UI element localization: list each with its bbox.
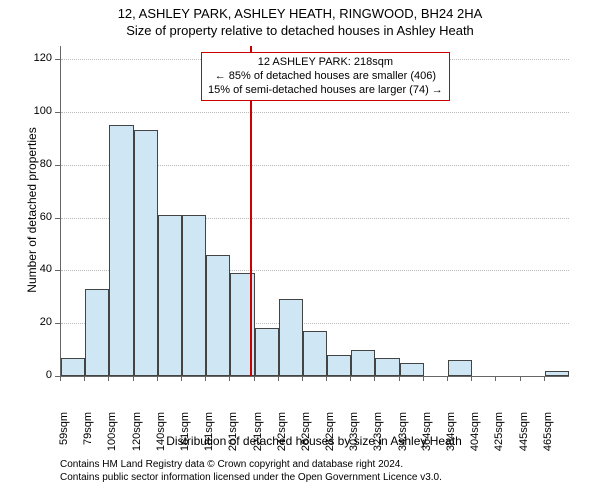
- chart-title-line1: 12, ASHLEY PARK, ASHLEY HEATH, RINGWOOD,…: [0, 6, 600, 21]
- x-tick-mark: [471, 376, 472, 381]
- x-tick-mark: [133, 376, 134, 381]
- x-tick-label: 120sqm: [131, 412, 143, 462]
- y-tick-label: 0: [22, 369, 52, 381]
- x-tick-mark: [278, 376, 279, 381]
- y-tick-label: 60: [22, 211, 52, 223]
- x-tick-label: 181sqm: [203, 412, 215, 462]
- histogram-bar: [351, 350, 375, 376]
- histogram-bar: [182, 215, 206, 376]
- y-tick-mark: [55, 165, 60, 166]
- chart-container: 12, ASHLEY PARK, ASHLEY HEATH, RINGWOOD,…: [0, 0, 600, 500]
- x-tick-label: 242sqm: [276, 412, 288, 462]
- chart-title-line2: Size of property relative to detached ho…: [0, 23, 600, 38]
- x-tick-label: 364sqm: [421, 412, 433, 462]
- x-tick-label: 445sqm: [518, 412, 530, 462]
- y-tick-mark: [55, 112, 60, 113]
- y-tick-mark: [55, 323, 60, 324]
- x-tick-mark: [544, 376, 545, 381]
- histogram-bar: [279, 299, 303, 376]
- histogram-bar: [400, 363, 424, 376]
- x-tick-label: 465sqm: [542, 412, 554, 462]
- x-tick-mark: [350, 376, 351, 381]
- histogram-bar: [61, 358, 85, 376]
- histogram-bar: [85, 289, 109, 376]
- histogram-bar: [545, 371, 569, 376]
- x-tick-label: 201sqm: [227, 412, 239, 462]
- y-tick-label: 20: [22, 316, 52, 328]
- x-tick-mark: [520, 376, 521, 381]
- grid-line: [61, 112, 569, 113]
- x-tick-label: 343sqm: [397, 412, 409, 462]
- x-tick-mark: [181, 376, 182, 381]
- x-tick-label: 79sqm: [82, 412, 94, 462]
- x-tick-label: 303sqm: [348, 412, 360, 462]
- histogram-bar: [109, 125, 133, 376]
- x-tick-mark: [254, 376, 255, 381]
- x-tick-mark: [399, 376, 400, 381]
- annotation-box: 12 ASHLEY PARK: 218sqm← 85% of detached …: [201, 52, 450, 101]
- histogram-bar: [303, 331, 327, 376]
- x-tick-mark: [326, 376, 327, 381]
- plot-area: 12 ASHLEY PARK: 218sqm← 85% of detached …: [60, 46, 569, 377]
- x-tick-label: 161sqm: [179, 412, 191, 462]
- x-tick-mark: [423, 376, 424, 381]
- x-tick-mark: [84, 376, 85, 381]
- x-tick-label: 59sqm: [58, 412, 70, 462]
- x-tick-mark: [205, 376, 206, 381]
- annotation-line: 12 ASHLEY PARK: 218sqm: [208, 56, 443, 70]
- x-tick-label: 425sqm: [493, 412, 505, 462]
- x-tick-mark: [447, 376, 448, 381]
- histogram-bar: [206, 255, 230, 376]
- x-tick-mark: [108, 376, 109, 381]
- x-tick-label: 282sqm: [324, 412, 336, 462]
- x-tick-label: 323sqm: [372, 412, 384, 462]
- x-tick-label: 100sqm: [106, 412, 118, 462]
- x-tick-mark: [229, 376, 230, 381]
- x-tick-label: 404sqm: [469, 412, 481, 462]
- y-tick-label: 80: [22, 158, 52, 170]
- x-tick-mark: [374, 376, 375, 381]
- y-tick-mark: [55, 218, 60, 219]
- y-tick-label: 100: [22, 105, 52, 117]
- annotation-line: 15% of semi-detached houses are larger (…: [208, 84, 443, 98]
- histogram-bar: [134, 130, 158, 376]
- x-tick-label: 221sqm: [252, 412, 264, 462]
- histogram-bar: [327, 355, 351, 376]
- x-tick-mark: [60, 376, 61, 381]
- histogram-bar: [375, 358, 399, 376]
- y-tick-label: 120: [22, 52, 52, 64]
- x-tick-label: 384sqm: [445, 412, 457, 462]
- histogram-bar: [255, 328, 279, 376]
- histogram-bar: [158, 215, 182, 376]
- y-tick-mark: [55, 59, 60, 60]
- x-tick-mark: [495, 376, 496, 381]
- x-tick-label: 140sqm: [155, 412, 167, 462]
- y-tick-mark: [55, 270, 60, 271]
- annotation-line: ← 85% of detached houses are smaller (40…: [208, 70, 443, 84]
- x-tick-mark: [302, 376, 303, 381]
- histogram-bar: [448, 360, 472, 376]
- y-tick-label: 40: [22, 263, 52, 275]
- footnote-line2: Contains public sector information licen…: [60, 471, 442, 484]
- x-tick-label: 262sqm: [300, 412, 312, 462]
- x-tick-mark: [157, 376, 158, 381]
